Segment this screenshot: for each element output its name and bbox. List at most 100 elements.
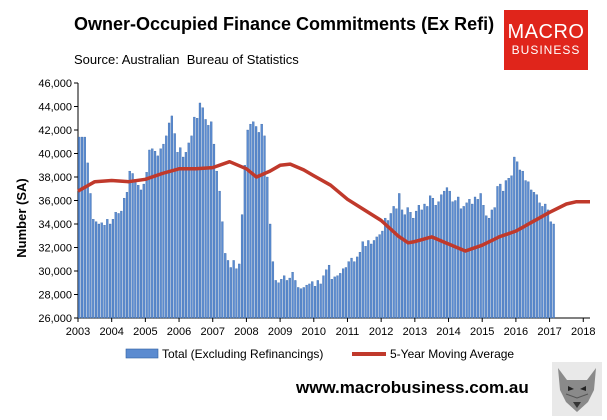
bar [204, 119, 207, 319]
bar [330, 279, 333, 319]
bar [92, 219, 95, 319]
y-tick-label: 42,000 [38, 125, 72, 137]
y-axis-label: Number (SA) [14, 178, 29, 257]
bar [173, 133, 176, 319]
bar [459, 208, 463, 319]
bar [414, 210, 418, 319]
bar [207, 125, 210, 319]
bar-series [78, 102, 555, 319]
bar [263, 135, 266, 319]
bar [89, 193, 92, 319]
bar [100, 222, 103, 319]
bar [347, 261, 350, 319]
bar [224, 253, 227, 319]
bar [106, 219, 109, 319]
bar [487, 217, 491, 319]
bar [381, 230, 384, 319]
bar [283, 275, 286, 319]
bar [420, 209, 423, 319]
x-tick-label: 2009 [268, 326, 292, 338]
bar [527, 181, 530, 319]
bar [137, 185, 140, 319]
bar [356, 256, 359, 319]
bar [521, 170, 524, 319]
website-url[interactable]: www.macrobusiness.com.au [296, 378, 529, 397]
bar [395, 208, 398, 319]
bar [142, 183, 145, 319]
bar [426, 206, 429, 319]
legend: Total (Excluding Refinancings) 5-Year Mo… [125, 347, 514, 361]
bar [109, 223, 112, 319]
bar [353, 261, 356, 319]
y-axis: 26,000 28,000 30,000 32,000 34,000 36,000 38,0… [38, 78, 79, 325]
bar [336, 275, 339, 319]
bar [139, 189, 143, 319]
bar [412, 217, 415, 319]
bar [305, 284, 308, 319]
chart-subtitle: Source: Australian Bureau of Statistics [74, 52, 299, 67]
bar [367, 240, 370, 319]
bar [384, 217, 387, 319]
legend-label-line: 5-Year Moving Average [390, 347, 514, 361]
chart-title: Owner-Occupied Finance Commitments (Ex R… [74, 14, 495, 34]
bar [193, 116, 196, 319]
bar [400, 209, 404, 319]
bar [429, 195, 432, 319]
bar [145, 172, 148, 319]
bar [288, 277, 291, 319]
bar [243, 165, 246, 319]
bar [198, 102, 202, 319]
bar [97, 223, 101, 319]
bar [409, 212, 412, 319]
bar [165, 135, 168, 319]
bar [148, 149, 151, 319]
bar [302, 287, 305, 319]
y-tick-label: 26,000 [38, 313, 72, 325]
bar [327, 264, 331, 319]
bar [134, 179, 137, 319]
bar [465, 202, 468, 319]
bar [370, 243, 373, 319]
bar [544, 203, 547, 319]
bar [184, 152, 188, 319]
x-tick-label: 2005 [133, 326, 157, 338]
bar [431, 197, 435, 319]
bar [257, 132, 260, 319]
bar [457, 196, 460, 319]
bar [372, 240, 376, 319]
x-tick-label: 2015 [470, 326, 494, 338]
bar [485, 215, 488, 319]
bar [398, 193, 401, 319]
bar [333, 276, 336, 319]
x-tick-label: 2017 [537, 326, 561, 338]
bar [229, 267, 232, 319]
bar [322, 275, 325, 319]
bar [221, 221, 224, 319]
bar [128, 170, 131, 319]
bar [80, 136, 84, 319]
macrobusiness-logo[interactable]: MACRO BUSINESS [504, 10, 588, 70]
bar [504, 180, 508, 319]
bar [114, 212, 117, 319]
bar [294, 280, 297, 319]
y-tick-label: 28,000 [38, 290, 72, 302]
bar [271, 261, 275, 319]
x-tick-label: 2004 [99, 326, 123, 338]
bar [375, 236, 378, 319]
bar [473, 196, 477, 319]
bar [434, 205, 437, 319]
x-tick-label: 2008 [234, 326, 258, 338]
bar [238, 263, 241, 319]
bar [507, 178, 510, 319]
bar [339, 273, 342, 319]
bar [445, 187, 449, 319]
bar [226, 260, 230, 319]
logo-line-2: BUSINESS [511, 43, 581, 57]
y-tick-label: 38,000 [38, 172, 72, 184]
x-axis: 2003 2004 2005 2006 2007 2008 2009 2010 2011 2012… [66, 317, 596, 338]
bar [170, 115, 173, 319]
bar [201, 107, 204, 319]
bar [389, 213, 392, 319]
x-tick-label: 2014 [436, 326, 460, 338]
